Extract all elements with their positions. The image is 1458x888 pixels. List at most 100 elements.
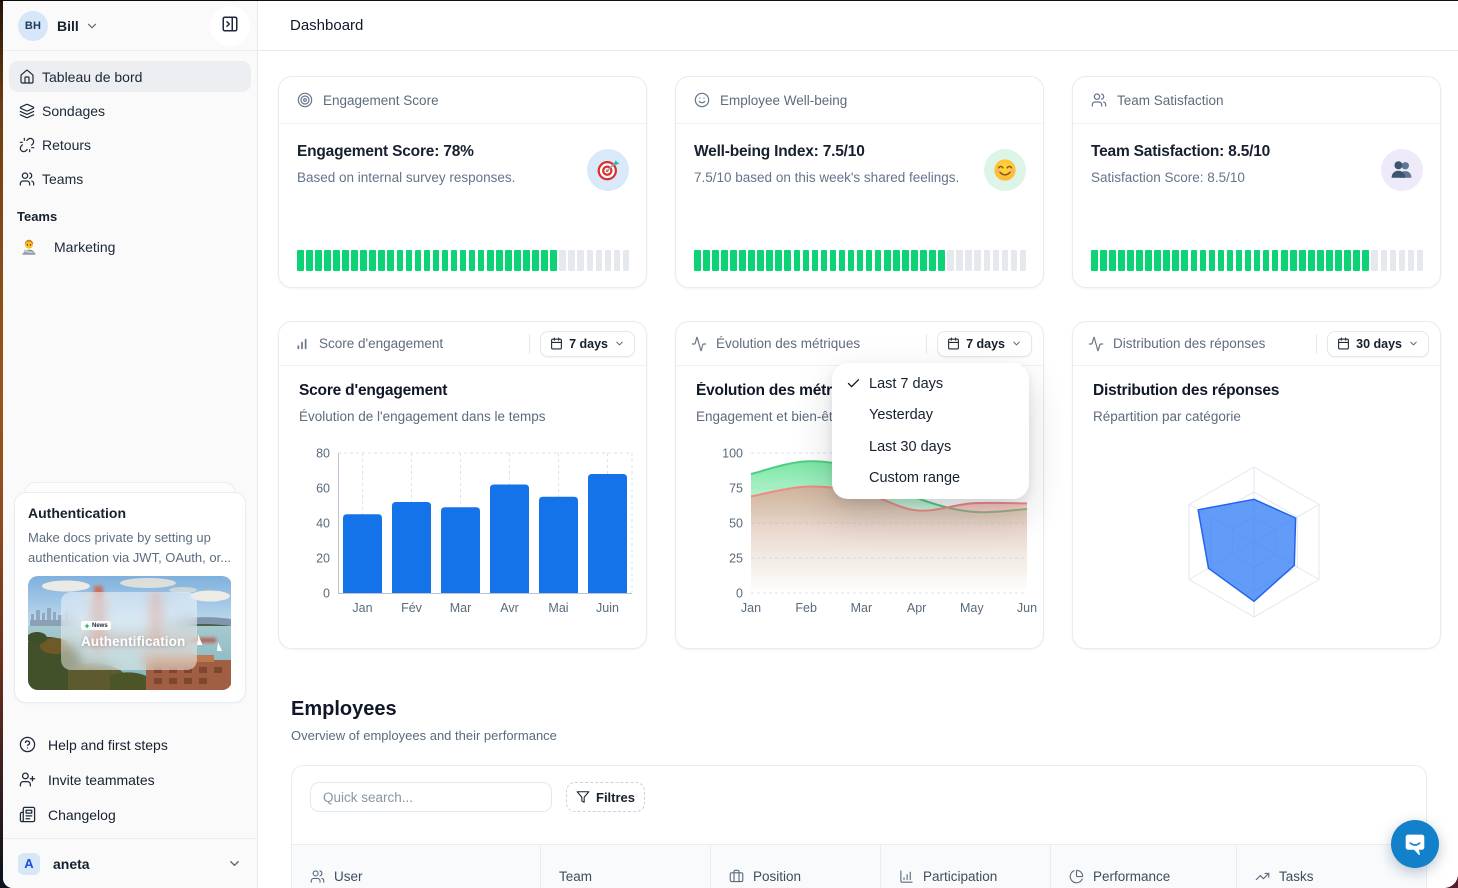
svg-text:May: May xyxy=(960,601,984,615)
funnel-icon xyxy=(576,790,590,804)
sidebar-menu-changelog[interactable]: Changelog xyxy=(10,797,250,832)
activity-icon xyxy=(1088,336,1104,352)
chart-pie-icon xyxy=(1069,869,1084,884)
employees-section: Employees Overview of employees and thei… xyxy=(291,698,1427,888)
svg-text:Mar: Mar xyxy=(450,601,472,615)
chart-title: Évolution des métriques xyxy=(696,382,872,399)
chart-card-body: Score d'engagement Évolution de l'engagem… xyxy=(279,366,646,424)
promo-news-badge: News xyxy=(81,621,111,630)
search-input[interactable] xyxy=(310,782,552,812)
employees-heading: Employees xyxy=(291,698,397,720)
stat-card-header: Engagement Score xyxy=(279,77,646,124)
promo-image-title: Authentification xyxy=(81,634,186,649)
column-label: Position xyxy=(753,869,802,884)
header-separator xyxy=(926,333,928,354)
stat-progress-bar xyxy=(1091,250,1424,271)
svg-text:20: 20 xyxy=(316,552,330,566)
table-column-header-tasks[interactable]: Tasks xyxy=(1237,845,1426,888)
stat-card-engagement-score: Engagement Score Engagement Score: 78% Bas… xyxy=(278,76,647,288)
sidebar-collapse-button[interactable] xyxy=(214,9,246,42)
promo-badge-label: News xyxy=(92,622,108,629)
trending-up-icon xyxy=(1255,869,1270,884)
promo-title: Authentication xyxy=(28,505,126,521)
chart-column-increasing-icon xyxy=(294,336,310,352)
date-range-button[interactable]: 7 days xyxy=(540,330,635,357)
chart-card-header: Score d'engagement 7 days xyxy=(279,322,646,366)
sidebar-spacer xyxy=(3,262,257,492)
sidebar-item-retours[interactable]: Retours xyxy=(9,129,251,160)
promo-card-authentication[interactable]: Authentication Make docs private by sett… xyxy=(14,492,246,703)
date-range-button[interactable]: 7 days xyxy=(937,330,1032,357)
filters-button[interactable]: Filtres xyxy=(566,782,646,812)
svg-text:25: 25 xyxy=(729,552,743,566)
chart-subtitle: Évolution de l'engagement dans le temps xyxy=(299,409,546,424)
promo-image: News Authentification xyxy=(28,576,232,690)
sidebar-team-marketing[interactable]: Marketing xyxy=(3,231,257,262)
table-column-header-user[interactable]: User xyxy=(292,845,541,888)
chart-card-header-title: Distribution des réponses xyxy=(1113,336,1266,351)
unlink-icon xyxy=(19,137,35,153)
date-range-button[interactable]: 30 days xyxy=(1327,330,1429,357)
table-column-header-performance[interactable]: Performance xyxy=(1051,845,1237,888)
svg-text:0: 0 xyxy=(736,587,743,601)
dropdown-item-last-30-days[interactable]: Last 30 days xyxy=(838,431,1023,463)
table-column-header-position[interactable]: Position xyxy=(711,845,881,888)
chat-launcher-button[interactable] xyxy=(1391,820,1439,868)
sidebar-item-label: Retours xyxy=(42,136,92,153)
svg-text:75: 75 xyxy=(729,482,743,496)
chevron-down-icon xyxy=(1408,338,1419,349)
busts-emoji-icon xyxy=(1381,149,1423,191)
svg-text:50: 50 xyxy=(729,517,743,531)
date-range-label: 7 days xyxy=(966,336,1005,351)
sidebar-menu-invite-teammates[interactable]: Invite teammates xyxy=(10,762,250,797)
chart-card-header-title: Évolution des métriques xyxy=(716,336,861,351)
sidebar-item-tableau-de-bord[interactable]: Tableau de bord xyxy=(9,61,251,92)
chevron-down-icon xyxy=(85,19,99,33)
stat-card-employee-well-being: Employee Well-being Well-being Index: 7.5… xyxy=(675,76,1044,288)
stat-subtext: Satisfaction Score: 8.5/10 xyxy=(1091,170,1245,185)
svg-text:Feb: Feb xyxy=(795,601,817,615)
svg-text:Juin: Juin xyxy=(596,601,619,615)
chart-card-body: Distribution des réponses Répartition par… xyxy=(1073,366,1440,424)
sidebar-item-sondages[interactable]: Sondages xyxy=(9,95,251,126)
chart-title: Score d'engagement xyxy=(299,382,448,399)
house-icon xyxy=(19,69,35,85)
sidebar-menu-label: Help and first steps xyxy=(48,736,168,753)
calendar-icon xyxy=(1337,337,1350,350)
dart-emoji-icon xyxy=(587,149,629,191)
dropdown-item-custom-range[interactable]: Custom range xyxy=(838,463,1023,495)
column-label: Participation xyxy=(923,869,998,884)
circle-help-icon xyxy=(19,736,36,753)
sidebar-menu-help-and-first-steps[interactable]: Help and first steps xyxy=(10,727,250,762)
workspace-switcher[interactable]: BH Bill xyxy=(3,1,257,51)
svg-text:100: 100 xyxy=(722,447,743,461)
promo-card-stack: Authentication Make docs private by sett… xyxy=(14,482,246,703)
account-switcher[interactable]: A aneta xyxy=(3,838,257,888)
calendar-icon xyxy=(550,337,563,350)
bar-chart: 0 20 40 60 80 Jan Fév Mar Avr Mai Juin xyxy=(316,447,633,615)
filters-button-label: Filtres xyxy=(596,789,636,805)
chart-subtitle: Répartition par catégorie xyxy=(1093,409,1241,424)
sidebar-item-teams[interactable]: Teams xyxy=(9,163,251,194)
svg-text:Mai: Mai xyxy=(548,601,568,615)
date-range-label: 7 days xyxy=(569,336,608,351)
table-column-header-team[interactable]: Team xyxy=(541,845,711,888)
chart-card-body: Évolution des métriques Engagement et bie… xyxy=(676,366,1043,424)
check-icon xyxy=(846,376,861,391)
svg-text:Jan: Jan xyxy=(741,601,761,615)
table-column-header-participation[interactable]: Participation xyxy=(881,845,1051,888)
table-toolbar: Filtres xyxy=(292,766,1426,812)
sidebar-menu-label: Invite teammates xyxy=(48,771,155,788)
account-avatar: A xyxy=(18,852,40,875)
chart-title: Distribution des réponses xyxy=(1093,382,1280,399)
panel-right-icon xyxy=(221,15,239,36)
dropdown-item-label: Last 7 days xyxy=(869,375,944,392)
svg-text:0: 0 xyxy=(323,587,330,601)
svg-text:Jan: Jan xyxy=(352,601,372,615)
dropdown-item-yesterday[interactable]: Yesterday xyxy=(838,400,1023,432)
stat-card-body: Engagement Score: 78% Based on internal s… xyxy=(279,124,646,191)
svg-text:60: 60 xyxy=(316,482,330,496)
chart-card-2: Distribution des réponses 30 days Distribu… xyxy=(1072,321,1441,649)
dropdown-item-last-7-days[interactable]: Last 7 days xyxy=(838,368,1023,400)
header-separator xyxy=(1316,333,1318,354)
